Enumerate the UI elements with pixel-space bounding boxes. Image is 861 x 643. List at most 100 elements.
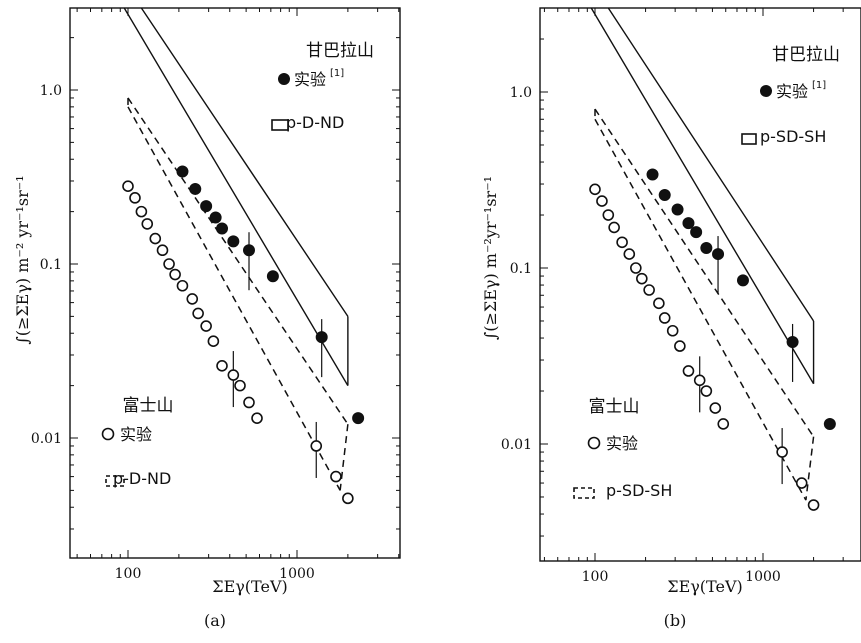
data-point-open xyxy=(216,359,228,372)
data-point-filled xyxy=(646,168,659,181)
data-point-open xyxy=(141,218,154,230)
data-point-open xyxy=(186,293,199,305)
data-point-filled xyxy=(227,235,240,248)
data-point-open xyxy=(310,440,323,452)
data-point-open xyxy=(596,195,608,207)
x-tick-label: 100 xyxy=(115,566,142,582)
data-point-open xyxy=(156,244,169,257)
data-point-filled xyxy=(189,182,202,195)
data-point-open xyxy=(342,492,354,505)
dashed-band-end xyxy=(339,424,349,491)
data-point-filled xyxy=(216,222,229,235)
data-point-open xyxy=(717,418,730,430)
x-axis-label: ΣEγ(TeV) xyxy=(667,577,743,596)
data-point-open xyxy=(200,320,212,332)
legend-filled-marker xyxy=(278,73,290,85)
model-bands xyxy=(590,7,815,501)
data-point-filled xyxy=(682,217,695,230)
legend-fuji-exp: 实验 xyxy=(606,434,638,453)
dashed-band-end xyxy=(805,436,815,501)
legend-chacaltaya-exp: 实验 xyxy=(294,70,326,89)
data-point-open xyxy=(795,477,808,489)
data-point-open xyxy=(776,446,788,458)
legend-open-marker xyxy=(587,436,601,450)
legend-group-chacaltaya: 甘巴拉山 xyxy=(772,45,840,65)
data-point-filled xyxy=(352,412,365,425)
data-point-filled xyxy=(209,211,222,224)
legend-group-chacaltaya: 甘巴拉山 xyxy=(306,41,374,61)
dashed-band-lower xyxy=(594,118,807,501)
y-axis-label: ∫(≥ΣEγ) m⁻²yr⁻¹sr⁻¹ xyxy=(481,176,500,340)
legend-chacaltaya-model: p-SD-SH xyxy=(760,127,826,146)
data-point-open xyxy=(682,365,695,377)
data-point-open xyxy=(636,272,648,285)
plot-frame xyxy=(539,7,861,562)
data-point-open xyxy=(709,402,722,414)
data-point-filled xyxy=(671,203,684,216)
solid-band-lower xyxy=(590,7,815,385)
legend-open-marker xyxy=(101,427,115,441)
dashed-band-lower xyxy=(127,106,341,491)
data-point-filled xyxy=(200,200,213,213)
data-point-filled xyxy=(658,188,671,201)
data-point-open xyxy=(653,297,665,310)
data-point-open xyxy=(674,340,686,352)
panel-label: (b) xyxy=(664,611,687,630)
x-tick-label: 1000 xyxy=(279,566,315,582)
data-point-filled xyxy=(786,335,799,348)
legend-dashed-band-swatch xyxy=(105,475,125,487)
data-point-filled xyxy=(823,417,836,430)
errorbars xyxy=(699,236,794,485)
data-point-filled xyxy=(266,270,279,283)
data-point-open xyxy=(149,232,162,245)
data-point-open xyxy=(234,379,246,392)
solid-band-lower xyxy=(123,7,349,386)
legend-fuji-model: p-SD-SH xyxy=(606,481,672,500)
y-axis-label: ∫(≥ΣEγ) m⁻² yr⁻¹sr⁻¹ xyxy=(13,175,32,344)
dashed-band-upper xyxy=(127,97,349,425)
data-point-filled xyxy=(176,165,189,178)
legend-ref: [1] xyxy=(330,68,344,79)
data-point-open xyxy=(169,268,181,281)
y-tick-label: 0.1 xyxy=(40,257,62,273)
data-point-open xyxy=(163,258,175,270)
data-point-open xyxy=(643,284,655,296)
x-axis-label: ΣEγ(TeV) xyxy=(212,577,288,596)
data-point-open xyxy=(192,307,204,320)
errorbars xyxy=(232,232,323,478)
legend-chacaltaya-model: p-D-ND xyxy=(286,113,344,132)
data-point-filled xyxy=(243,244,256,257)
solid-band-upper xyxy=(607,7,815,322)
x-tick-label: 100 xyxy=(582,569,609,585)
data-point-open xyxy=(700,385,713,397)
tick-group: 1.0 0.1 0.01 100 1000 xyxy=(501,7,844,585)
data-point-open xyxy=(666,324,679,337)
data-point-filled xyxy=(690,226,703,239)
x-tick-label: 1000 xyxy=(745,569,781,585)
model-bands xyxy=(123,7,349,491)
data-point-open xyxy=(630,262,642,274)
legend-solid-band-swatch xyxy=(741,133,757,145)
legend-ref: [1] xyxy=(812,80,826,91)
data-point-open xyxy=(176,279,189,292)
y-tick-label: 0.01 xyxy=(31,431,62,447)
legend-chacaltaya-exp: 实验 xyxy=(776,82,808,101)
data-point-open xyxy=(251,412,263,424)
data-points xyxy=(589,168,836,511)
data-point-open xyxy=(623,248,636,260)
data-point-filled xyxy=(700,241,713,254)
legend-solid-band-swatch xyxy=(271,119,289,131)
data-point-filled xyxy=(315,331,328,344)
data-point-open xyxy=(243,396,255,409)
data-point-open xyxy=(602,209,615,221)
legend-fuji-exp: 实验 xyxy=(120,425,152,444)
legend-group-fuji: 富士山 xyxy=(123,396,174,416)
data-point-open xyxy=(227,369,240,381)
plot-frame xyxy=(69,7,401,559)
data-point-open xyxy=(589,183,601,196)
